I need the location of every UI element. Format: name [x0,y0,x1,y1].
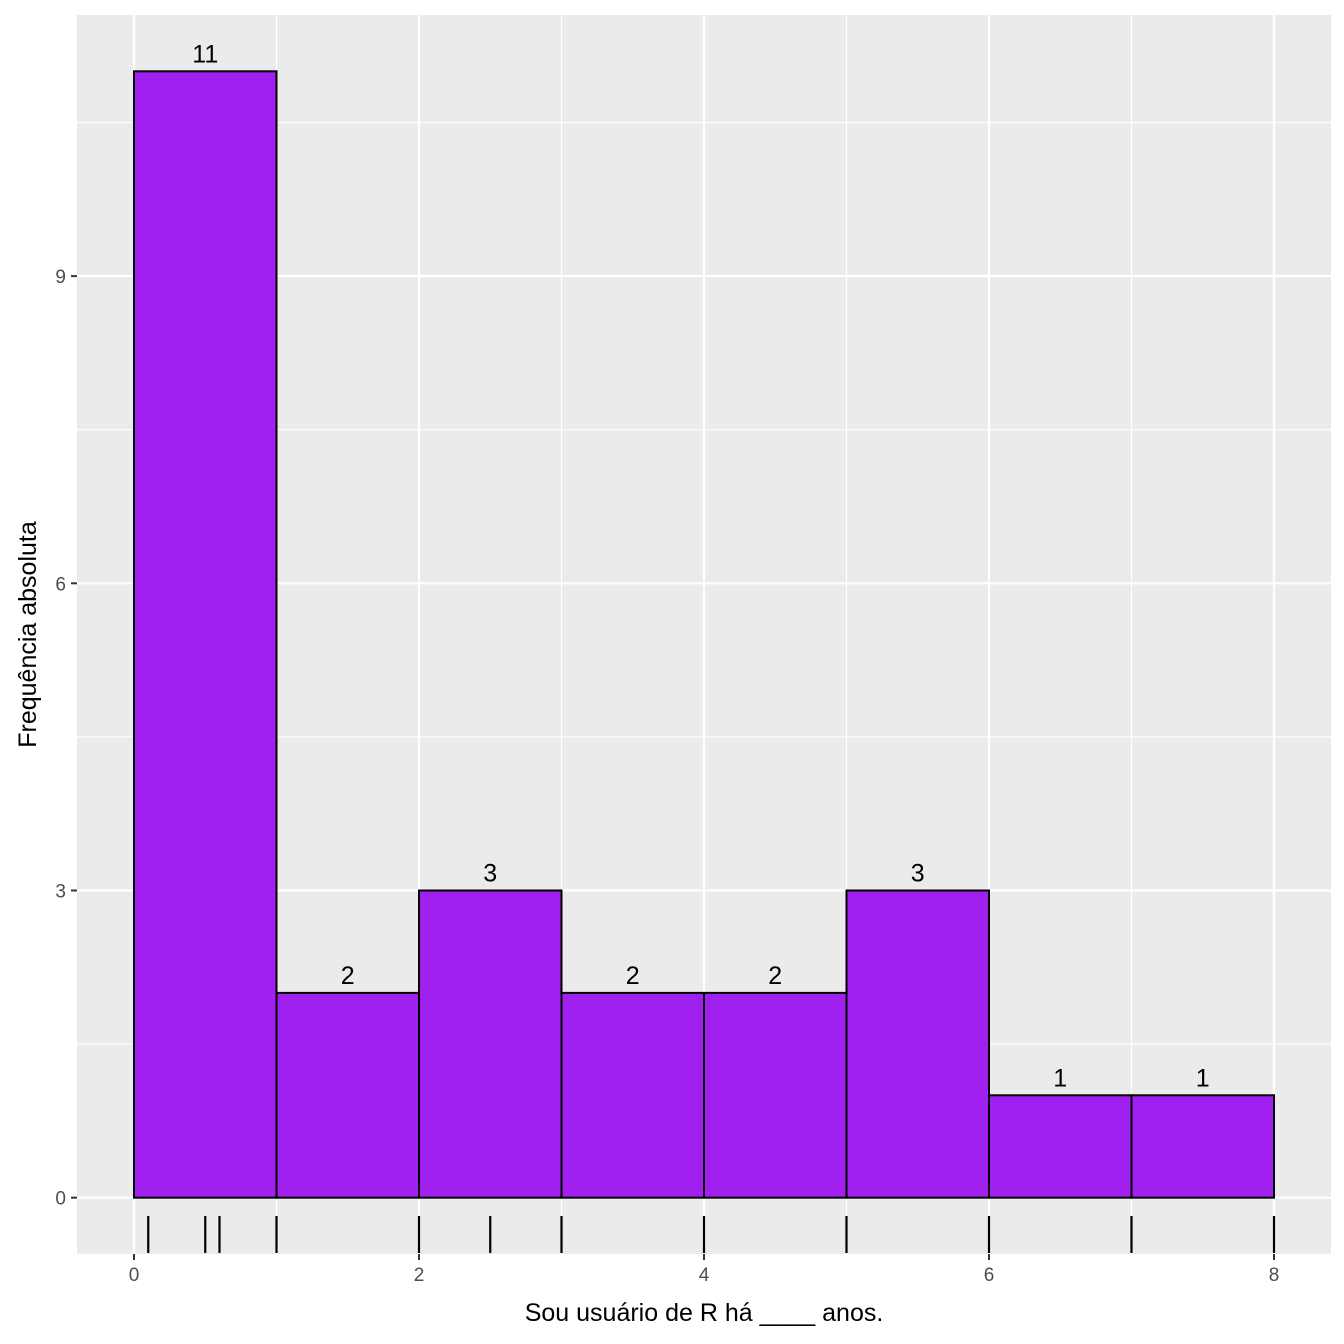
x-tick-label: 8 [1269,1265,1280,1286]
bar-count-label: 11 [192,40,218,68]
histogram-bar [845,889,990,1199]
histogram-bar [133,70,278,1199]
x-tick-label: 4 [699,1265,710,1286]
x-axis-title: Sou usuário de R há ____ anos. [525,1299,884,1327]
axis-ticks [71,275,1275,1260]
y-tick-label: 6 [55,574,66,595]
histogram-bar [1130,1094,1275,1199]
bar-count-label: 2 [768,962,782,990]
histogram-bar [988,1094,1133,1199]
bar-count-label: 3 [483,859,497,887]
bar-count-label: 3 [911,859,925,887]
histogram-bars [133,70,1275,1199]
histogram-bar [418,889,563,1199]
y-tick-label: 9 [55,267,66,288]
histogram-bar [703,991,848,1199]
rug-marks [147,1216,1276,1253]
axis-tick-labels: 0 2 4 6 8 0 3 6 9 [55,267,1279,1286]
x-tick-label: 2 [414,1265,425,1286]
bar-count-label: 2 [341,962,355,990]
histogram-bar [560,991,705,1199]
bar-count-label: 2 [626,962,640,990]
y-axis-title: Frequência absoluta [14,521,42,748]
bar-count-label: 1 [1053,1064,1067,1092]
y-tick-label: 3 [55,881,66,902]
histogram-bar [275,991,420,1199]
x-tick-label: 0 [129,1265,140,1286]
y-tick-label: 0 [55,1189,66,1210]
bar-count-label: 1 [1196,1064,1210,1092]
x-tick-label: 6 [984,1265,995,1286]
